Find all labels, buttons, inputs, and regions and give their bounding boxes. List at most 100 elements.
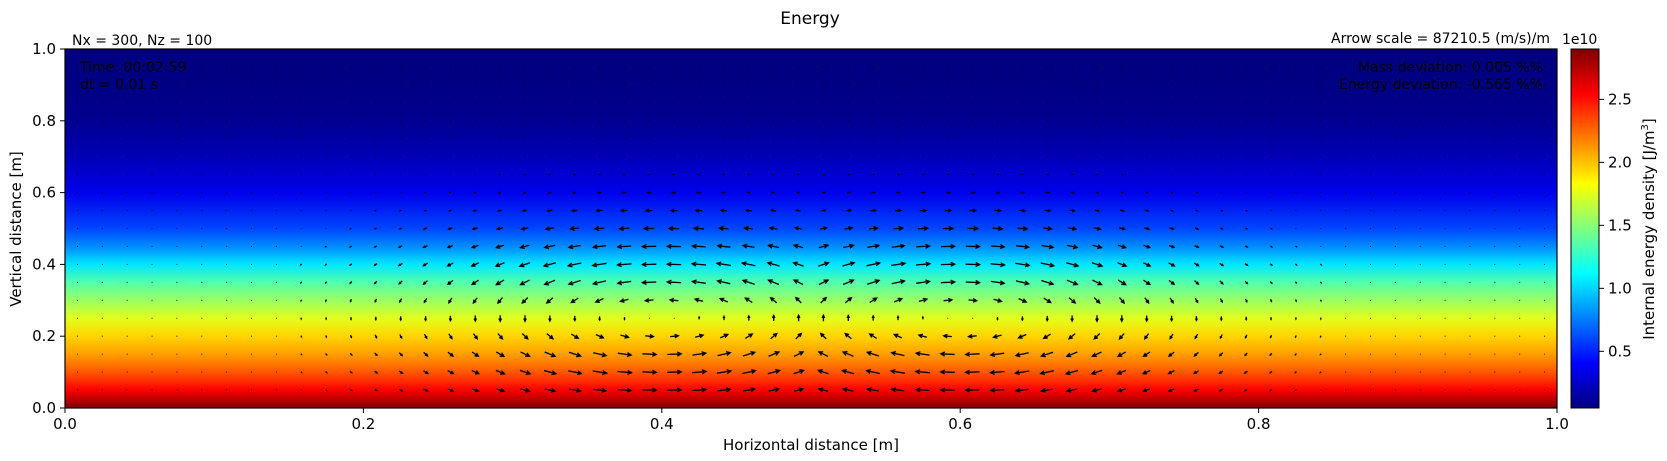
velocity-arrow (524, 120, 526, 122)
velocity-arrow (101, 156, 103, 158)
velocity-arrow (1369, 353, 1372, 355)
velocity-arrow (1269, 281, 1273, 285)
velocity-arrow (695, 191, 701, 194)
velocity-arrow (1320, 66, 1322, 68)
velocity-arrow (1116, 351, 1127, 358)
velocity-arrow (226, 66, 228, 68)
velocity-arrow (472, 209, 477, 212)
velocity-arrow (495, 351, 506, 358)
velocity-arrow (1066, 244, 1079, 250)
velocity-arrow (1369, 102, 1372, 104)
velocity-arrow (275, 245, 277, 247)
velocity-arrow (1319, 317, 1322, 321)
velocity-arrow (897, 173, 901, 176)
velocity-arrow (1419, 317, 1421, 319)
velocity-arrow (1244, 280, 1249, 285)
velocity-arrow (723, 156, 725, 158)
velocity-arrow (1444, 210, 1446, 212)
velocity-arrow (1444, 174, 1446, 176)
velocity-arrow (1519, 371, 1521, 373)
velocity-arrow (250, 138, 253, 140)
velocity-arrow (1494, 281, 1496, 283)
velocity-arrow (667, 225, 680, 232)
velocity-arrow (595, 333, 605, 339)
velocity-arrow (965, 261, 982, 268)
velocity-arrow (1171, 84, 1173, 86)
velocity-arrow (748, 102, 750, 104)
velocity-arrow (201, 317, 203, 319)
velocity-arrow (742, 368, 757, 375)
velocity-arrow (1116, 369, 1127, 375)
velocity-arrow (667, 351, 683, 357)
velocity-arrow (151, 120, 153, 122)
velocity-arrow (1320, 227, 1322, 230)
velocity-arrow (1345, 138, 1347, 140)
velocity-arrow (398, 352, 404, 357)
velocity-arrow (1469, 281, 1471, 283)
velocity-arrow (969, 208, 978, 213)
velocity-arrow (375, 102, 377, 104)
velocity-arrow (349, 389, 353, 392)
velocity-arrow (101, 335, 103, 337)
velocity-arrow (325, 192, 327, 194)
velocity-arrow (1369, 299, 1372, 301)
colorbar-gradient-bar (1570, 48, 1600, 409)
velocity-arrow (1494, 210, 1496, 212)
velocity-arrow (1345, 174, 1347, 176)
time-label: Time: 00:02:59 (79, 60, 186, 76)
velocity-arrow (1544, 120, 1546, 122)
velocity-arrow (1219, 280, 1224, 285)
velocity-arrow (1142, 388, 1151, 393)
velocity-arrow (1096, 102, 1098, 104)
velocity-arrow (348, 245, 353, 248)
velocity-arrow (524, 102, 526, 104)
velocity-arrow (616, 262, 632, 268)
velocity-arrow (324, 281, 328, 285)
velocity-arrow (817, 351, 829, 357)
velocity-arrow (720, 191, 726, 194)
velocity-arrow (1041, 279, 1055, 286)
colorbar-ticks: 0.5 1.0 1.5 2.0 2.5 (1599, 90, 1632, 360)
velocity-arrow (721, 173, 725, 176)
velocity-arrow (76, 138, 78, 140)
velocity-arrow (568, 351, 582, 358)
velocity-arrow (126, 263, 128, 265)
velocity-arrow (1419, 192, 1421, 194)
velocity-arrow (325, 120, 327, 122)
velocity-arrow (325, 317, 328, 321)
velocity-arrow (917, 333, 928, 339)
velocity-arrow (574, 84, 576, 86)
velocity-arrow (1345, 227, 1347, 230)
velocity-arrow (990, 280, 1006, 286)
velocity-arrow (1494, 245, 1496, 247)
velocity-arrow (549, 156, 551, 158)
velocity-arrow (922, 102, 924, 104)
velocity-arrow (350, 102, 352, 104)
velocity-arrow (447, 209, 452, 212)
velocity-arrow (250, 299, 253, 301)
velocity-arrow (867, 243, 881, 249)
velocity-arrow (1169, 333, 1174, 340)
velocity-arrow (940, 279, 957, 285)
velocity-arrow (671, 173, 676, 176)
velocity-arrow (126, 245, 128, 247)
velocity-arrow (520, 226, 529, 231)
velocity-arrow (717, 387, 732, 393)
velocity-arrow (494, 262, 505, 268)
velocity-arrow (1444, 84, 1446, 86)
velocity-arrow (1245, 156, 1247, 158)
velocity-arrow (250, 245, 253, 247)
velocity-arrow (524, 66, 526, 68)
velocity-arrow (1394, 299, 1396, 301)
velocity-arrow (349, 334, 353, 339)
y-tick-label: 0.0 (32, 399, 56, 417)
velocity-arrow (499, 156, 501, 158)
velocity-arrow (548, 315, 552, 323)
velocity-arrow (648, 66, 650, 68)
velocity-arrow (1494, 299, 1496, 301)
grid-info-label: Nx = 300, Nz = 100 (72, 33, 212, 49)
velocity-arrow (374, 298, 378, 304)
velocity-arrow (519, 244, 530, 250)
velocity-arrow (226, 245, 228, 247)
velocity-arrow (1419, 138, 1421, 140)
